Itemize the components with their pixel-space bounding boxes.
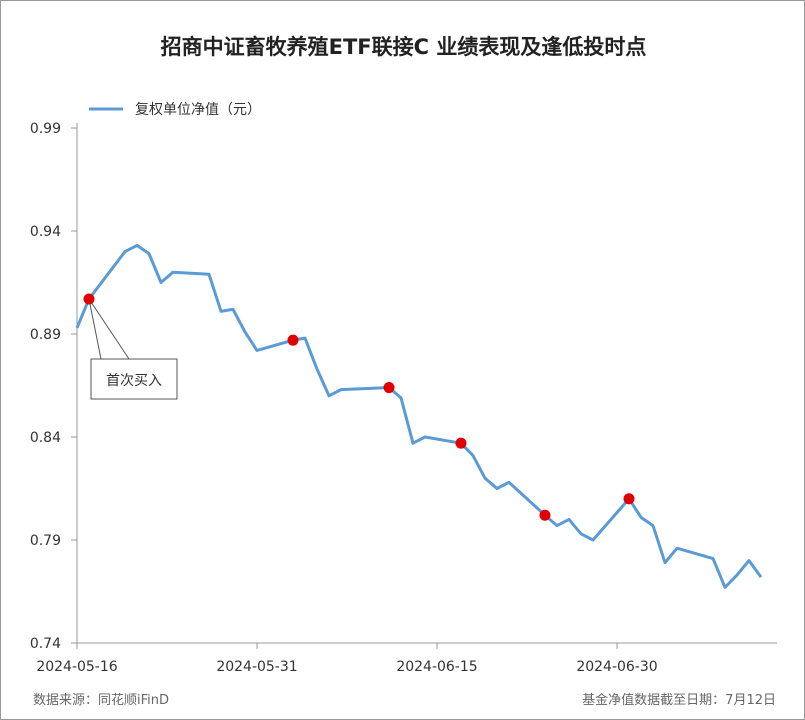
annotation-leader [88, 298, 130, 360]
chart-title: 招商中证畜牧养殖ETF联接C 业绩表现及逢低投时点 [160, 35, 647, 59]
y-tick-label: 0.79 [30, 533, 61, 549]
buy-point-marker [455, 437, 467, 449]
buy-point-marker [383, 382, 395, 394]
legend-label: 复权单位净值（元） [135, 101, 261, 118]
x-tick-label: 2024-06-15 [396, 659, 477, 675]
data-source: 数据来源：同花顺iFinD [33, 693, 170, 708]
annotation-leader [88, 298, 102, 360]
buy-point-marker [539, 509, 551, 521]
annotation-box [90, 358, 178, 400]
data-as-of-date: 基金净值数据截至日期：7月12日 [582, 693, 776, 708]
y-tick-label: 0.89 [30, 327, 61, 343]
nav-series-line [75, 243, 763, 589]
x-tick-label: 2024-05-31 [216, 659, 297, 675]
x-tick-label: 2024-06-30 [576, 659, 657, 675]
y-tick-label: 0.99 [30, 121, 61, 137]
buy-point-marker [287, 334, 299, 346]
y-tick-label: 0.94 [30, 224, 61, 240]
x-tick-label: 2024-05-16 [36, 659, 117, 675]
y-tick-label: 0.74 [30, 636, 61, 652]
annotation-label: 首次买入 [106, 373, 162, 389]
buy-point-marker [83, 293, 95, 305]
y-tick-label: 0.84 [30, 430, 61, 446]
buy-point-marker [623, 493, 635, 505]
